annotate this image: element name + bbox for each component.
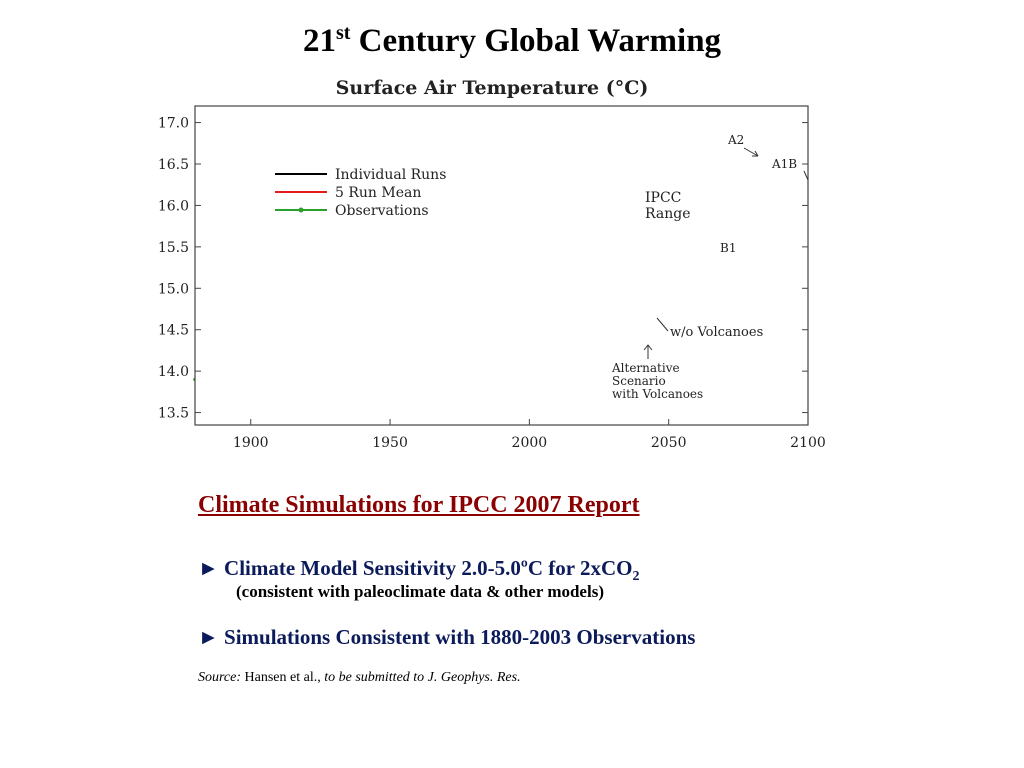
y-tick-label: 16.0 <box>158 198 189 214</box>
a2-arrow <box>743 147 759 157</box>
title-main: 21 <box>302 23 336 59</box>
annotations: IPCC Range A2 A1B B1 w/o Volcanoes Alter… <box>611 133 809 401</box>
co2-subscript: 2 <box>632 569 640 585</box>
temperature-chart: Surface Air Temperature (°C) 13.5 14.0 14.… <box>158 77 826 451</box>
x-tick-label: 2100 <box>790 435 826 451</box>
y-tick-label: 16.5 <box>158 157 189 173</box>
a1b-arrow <box>803 170 809 181</box>
alt-scenario-line3: with Volcanoes <box>612 387 703 401</box>
alt-scenario-arrow <box>643 344 653 359</box>
y-tick-label: 17.0 <box>158 116 189 132</box>
legend-label: Observations <box>335 203 429 219</box>
source-journal: to be submitted to J. Geophys. Res. <box>324 670 521 685</box>
source-label: Source: <box>198 670 242 685</box>
legend-marker <box>298 207 304 213</box>
legend-label: 5 Run Mean <box>335 185 421 201</box>
no-volcanoes-label: w/o Volcanoes <box>670 325 763 340</box>
y-tick-label: 15.5 <box>158 240 189 256</box>
plot-frame <box>194 105 809 426</box>
source-authors: Hansen et al., <box>241 670 325 685</box>
title-superscript: st <box>335 22 351 44</box>
a1b-label: A1B <box>771 157 797 171</box>
ipcc-range-line1: IPCC <box>645 190 681 206</box>
y-tick-label: 15.0 <box>158 281 189 297</box>
source-citation: Source: Hansen et al., to be submitted t… <box>198 670 521 686</box>
no-volcanoes-arrow <box>656 317 669 332</box>
report-heading-link[interactable]: Climate Simulations for IPCC 2007 Report <box>198 492 640 518</box>
x-tick-label: 2000 <box>512 435 548 451</box>
alt-scenario-line1: Alternative <box>611 361 680 375</box>
y-tick-label: 13.5 <box>158 406 189 422</box>
bullet-sensitivity-text: ► Climate Model Sensitivity 2.0-5.0ºC fo… <box>198 556 633 580</box>
x-tick-label: 1900 <box>233 435 269 451</box>
sensitivity-note: (consistent with paleoclimate data & oth… <box>236 582 604 601</box>
alt-scenario-line2: Scenario <box>612 374 666 388</box>
y-tick-label: 14.5 <box>158 323 189 339</box>
title-rest: Century Global Warming <box>350 23 722 59</box>
slide-title: 21st Century Global Warming <box>0 22 1024 60</box>
b1-label: B1 <box>720 241 736 255</box>
a2-label: A2 <box>727 133 744 147</box>
x-tick-label: 1950 <box>372 435 408 451</box>
legend: Individual Runs 5 Run Mean Observations <box>275 167 446 219</box>
chart-title: Surface Air Temperature (°C) <box>336 77 649 99</box>
legend-label: Individual Runs <box>335 167 446 183</box>
x-tick-label: 2050 <box>651 435 687 451</box>
ipcc-range-line2: Range <box>645 206 690 222</box>
y-tick-label: 14.0 <box>158 364 189 380</box>
bullet-sensitivity: ► Climate Model Sensitivity 2.0-5.0ºC fo… <box>198 556 639 585</box>
axes: 13.5 14.0 14.5 15.0 15.5 16.0 16.5 17.0 1900 1950… <box>158 105 826 451</box>
bullet-observations: ► Simulations Consistent with 1880-2003 … <box>198 625 696 649</box>
